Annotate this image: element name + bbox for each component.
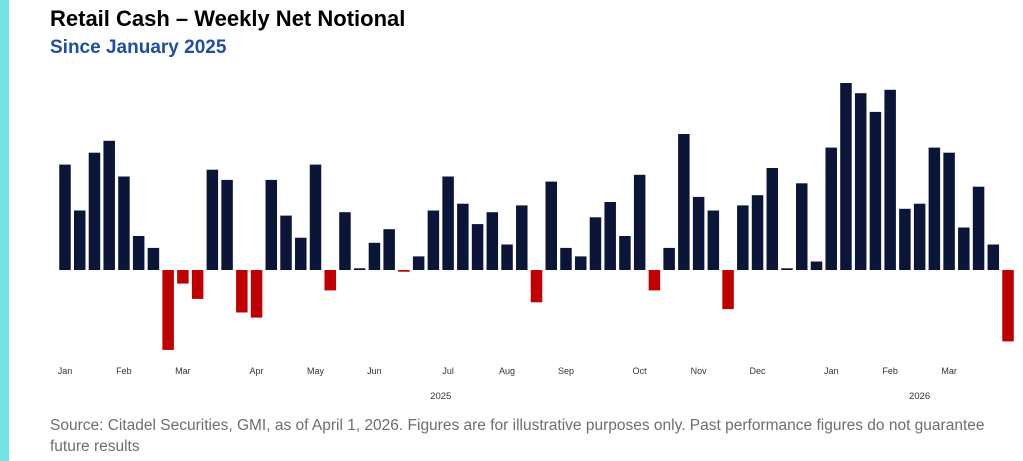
- bar-chart: Jan Feb Mar Apr May Jun Jul Aug Sep Oct Nov Dec Jan F…: [58, 83, 1014, 402]
- bar-positive: [59, 164, 71, 270]
- x-axis-year-labels: 2025 2026: [430, 391, 930, 402]
- x-tick-label: Dec: [750, 366, 767, 376]
- bar-negative: [648, 270, 661, 291]
- x-tick-label: Sep: [558, 366, 574, 376]
- bar-positive: [663, 247, 675, 270]
- bar-positive: [339, 212, 351, 270]
- x-year-label: 2026: [909, 391, 930, 402]
- bar-positive: [928, 147, 941, 270]
- bar-positive: [737, 205, 749, 270]
- bar-positive: [884, 89, 896, 270]
- bar-negative: [398, 270, 410, 272]
- bar-positive: [383, 229, 395, 270]
- x-tick-label: Apr: [250, 366, 264, 376]
- bar-positive: [471, 224, 484, 270]
- bar-positive: [309, 164, 322, 270]
- bar-positive: [280, 215, 292, 270]
- x-axis-month-labels: Jan Feb Mar Apr May Jun Jul Aug Sep Oct Nov Dec Jan F…: [58, 366, 957, 376]
- bar-positive: [633, 174, 646, 270]
- bar-positive: [412, 256, 425, 270]
- bar-positive: [88, 152, 101, 270]
- accent-bar: [0, 0, 9, 461]
- bar-negative: [177, 270, 189, 284]
- x-tick-label: Mar: [941, 366, 957, 376]
- x-tick-label: Jan: [824, 366, 839, 376]
- bar-positive: [73, 210, 86, 270]
- bar-positive: [972, 186, 985, 270]
- bar-positive: [825, 147, 837, 270]
- x-tick-label: Jul: [442, 366, 454, 376]
- chart-subtitle: Since January 2025: [50, 37, 227, 58]
- source-note: Source: Citadel Securities, GMI, as of A…: [50, 417, 985, 455]
- bar-positive: [692, 196, 705, 270]
- x-tick-label: Feb: [882, 366, 898, 376]
- bar-positive: [781, 268, 793, 270]
- bar-positive: [560, 247, 572, 270]
- x-tick-label: Mar: [175, 366, 191, 376]
- chart-title: Retail Cash – Weekly Net Notional: [50, 6, 406, 31]
- bar-negative: [162, 270, 174, 350]
- bar-positive: [457, 203, 469, 270]
- bar-positive: [810, 261, 823, 270]
- bar-positive: [619, 236, 631, 270]
- bar-positive: [221, 179, 233, 270]
- x-tick-label: Feb: [116, 366, 132, 376]
- bar-positive: [486, 212, 499, 270]
- bar-positive: [751, 195, 764, 270]
- bar-positive: [899, 208, 911, 270]
- bar-positive: [604, 202, 616, 270]
- bar-negative: [722, 270, 734, 310]
- x-tick-label: Jan: [58, 366, 73, 376]
- bar-positive: [368, 242, 381, 270]
- bar-positive: [943, 152, 955, 270]
- bar-positive: [442, 176, 454, 270]
- bar-positive: [869, 111, 882, 271]
- bar-positive: [796, 183, 808, 270]
- x-tick-label: Nov: [691, 366, 708, 376]
- bar-negative: [236, 270, 248, 313]
- bar-positive: [678, 134, 690, 270]
- bar-negative: [191, 270, 204, 299]
- bar-positive: [132, 236, 145, 270]
- bar-positive: [958, 227, 970, 270]
- bar-positive: [545, 181, 557, 270]
- bar-positive: [206, 169, 219, 270]
- bar-negative: [530, 270, 543, 303]
- bar-positive: [574, 256, 587, 270]
- bar-positive: [707, 210, 720, 270]
- bar-positive: [118, 176, 130, 270]
- bar-positive: [589, 217, 602, 270]
- x-tick-label: Jun: [367, 366, 382, 376]
- bar-positive: [854, 93, 867, 270]
- bar-positive: [501, 244, 513, 270]
- bar-positive: [766, 168, 779, 270]
- bar-positive: [516, 205, 528, 270]
- bar-positive: [103, 140, 115, 270]
- bar-positive: [840, 83, 852, 270]
- bar-positive: [265, 179, 278, 270]
- bar-positive: [987, 244, 1000, 270]
- bar-positive: [353, 268, 366, 270]
- bar-positive: [295, 237, 307, 270]
- bar-positive: [427, 210, 440, 270]
- x-tick-label: Aug: [499, 366, 515, 376]
- bar-positive: [913, 203, 926, 270]
- x-tick-label: Oct: [633, 366, 648, 376]
- x-year-label: 2025: [430, 391, 451, 402]
- bar-negative: [250, 270, 263, 318]
- bar-negative: [324, 270, 336, 291]
- bar-positive: [147, 247, 160, 270]
- bar-negative: [1002, 270, 1014, 342]
- bar-series: [59, 83, 1014, 350]
- x-tick-label: May: [307, 366, 325, 376]
